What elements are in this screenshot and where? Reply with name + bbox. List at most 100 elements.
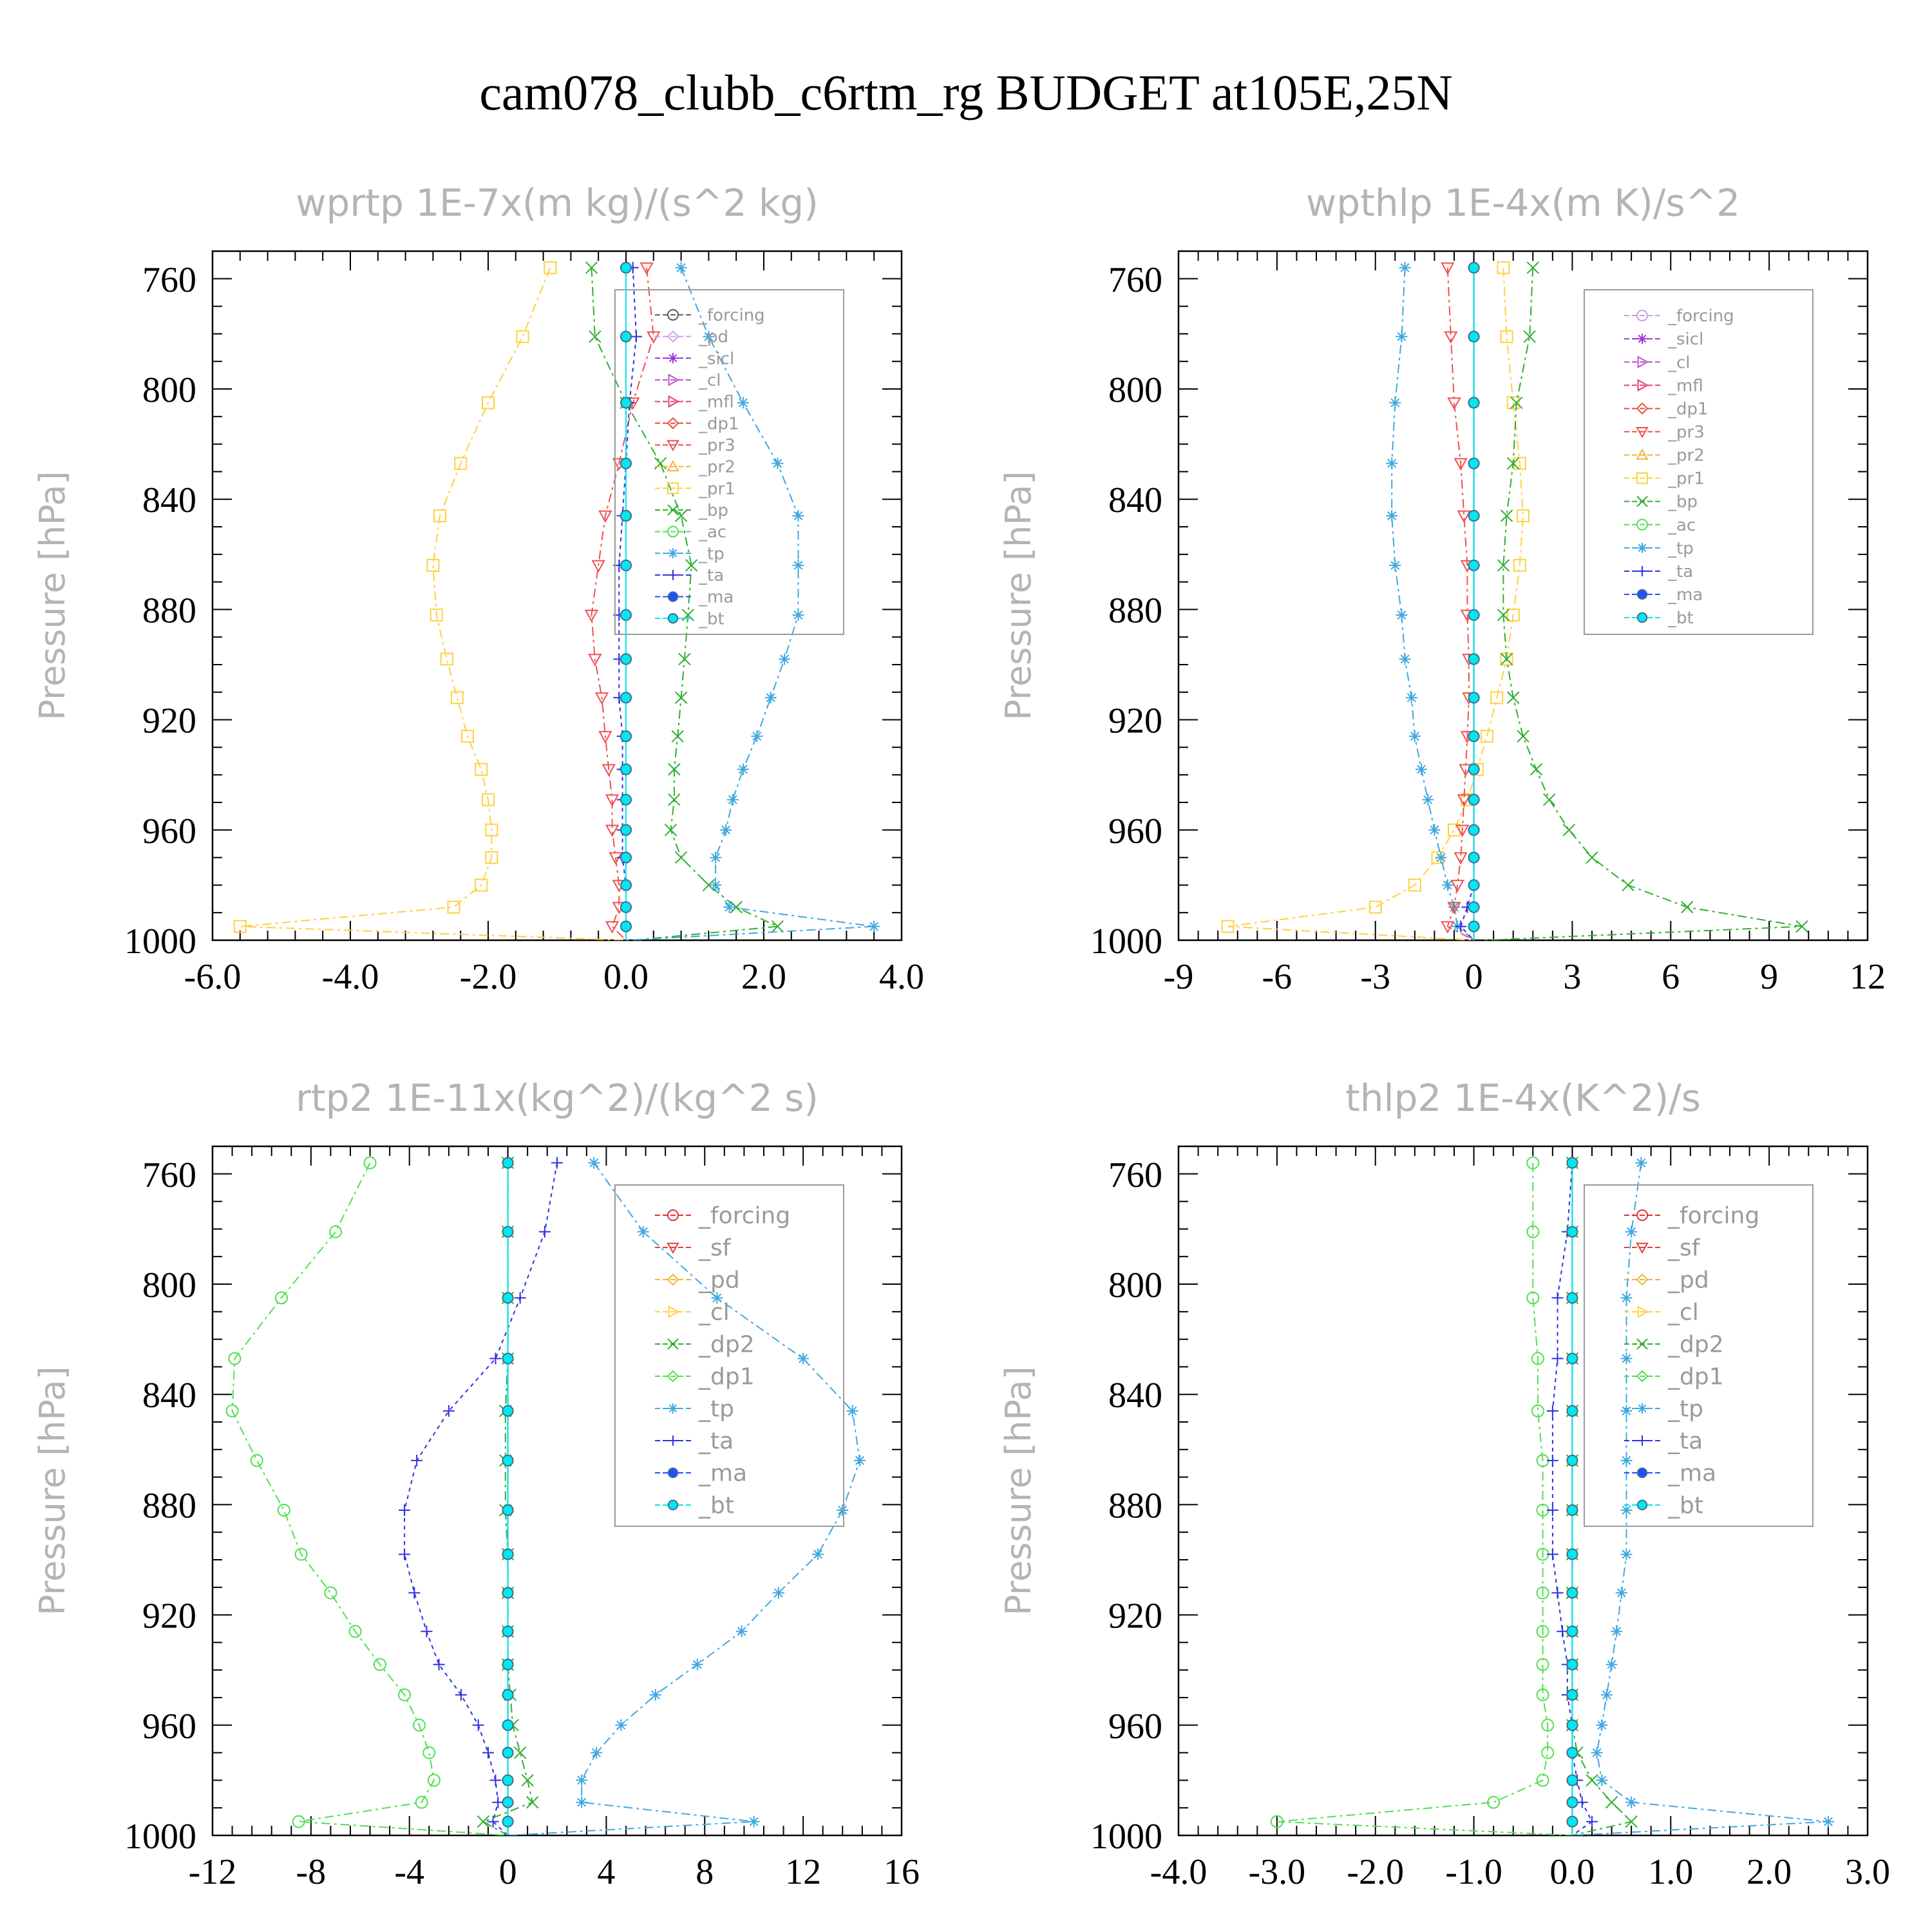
- y-tick-label: 760: [142, 1155, 196, 1195]
- data-point-bp: [668, 793, 681, 806]
- y-tick-label: 1000: [124, 1817, 196, 1857]
- x-tick-label: 3.0: [1845, 1852, 1890, 1892]
- legend-marker: [1637, 1435, 1647, 1446]
- legend-label: _cl: [1667, 353, 1690, 372]
- legend-label: _ac: [698, 523, 726, 542]
- data-point-bp: [1795, 920, 1808, 933]
- data-point-tp: [588, 1157, 600, 1169]
- legend-label: _pr3: [1667, 422, 1705, 442]
- legend-marker: [1636, 495, 1648, 507]
- data-point-bp: [671, 730, 684, 743]
- data-point-tp: [1620, 1405, 1633, 1417]
- data-point-tp: [1428, 824, 1441, 836]
- data-point-tp: [1386, 509, 1398, 522]
- data-point-tp: [1396, 330, 1408, 343]
- y-tick-label: 960: [142, 1707, 196, 1747]
- data-point-dp2: [526, 1795, 539, 1809]
- legend-label: _sf: [1667, 1235, 1701, 1262]
- data-point-bp: [1586, 851, 1598, 864]
- data-point-bt: [1566, 1747, 1578, 1759]
- data-point-bt: [1566, 1226, 1578, 1238]
- data-point-bt: [502, 1548, 514, 1560]
- legend-marker: [1636, 518, 1648, 531]
- data-point-bt: [620, 330, 632, 343]
- legend-label: _ta: [698, 566, 724, 585]
- data-point-bp: [674, 851, 688, 864]
- legend-label: _dp2: [1667, 1332, 1724, 1358]
- data-point-ta: [1546, 1548, 1558, 1560]
- data-point-tp: [1405, 692, 1417, 704]
- x-tick-label: 0: [1465, 957, 1483, 997]
- y-tick-label: 840: [1108, 1376, 1162, 1416]
- plot-frame: [211, 250, 903, 942]
- data-point-bp: [1507, 457, 1520, 470]
- data-point-bp: [1500, 652, 1513, 666]
- legend-label: _pr2: [698, 458, 735, 477]
- legend-label: _forcing: [1667, 307, 1734, 326]
- data-point-bp: [1497, 559, 1510, 572]
- legend-marker: [668, 353, 678, 364]
- data-point-tp: [1822, 1815, 1834, 1828]
- data-point-tp: [1441, 879, 1454, 891]
- data-point-bt: [620, 730, 632, 743]
- data-point-tp: [649, 1689, 661, 1701]
- data-point-ta: [492, 1796, 504, 1808]
- x-tick-label: -6.0: [184, 957, 242, 997]
- data-point-pr3: [605, 921, 620, 934]
- y-tick-label: 920: [1108, 701, 1162, 741]
- data-point-tp: [1635, 1157, 1647, 1169]
- legend-label: _bt: [1667, 1493, 1703, 1519]
- series-line-bp: [1483, 267, 1803, 940]
- data-point-tp: [1408, 730, 1421, 743]
- y-tick-label: 840: [142, 1376, 196, 1416]
- data-point-bp: [1681, 900, 1694, 914]
- data-point-bt: [502, 1157, 514, 1169]
- data-point-bt: [502, 1504, 514, 1517]
- legend-marker: [667, 612, 679, 624]
- data-point-pr1: [1221, 920, 1235, 933]
- data-point-tp: [812, 1548, 824, 1560]
- legend-marker: [1636, 589, 1648, 600]
- data-point-bp: [771, 920, 784, 933]
- legend-marker: [1636, 1499, 1648, 1511]
- data-point-pr3: [605, 824, 620, 837]
- data-point-bt: [1566, 1454, 1578, 1467]
- data-point-bt: [1566, 1658, 1578, 1671]
- data-point-pr1: [1368, 900, 1382, 914]
- x-tick-label: 2.0: [1747, 1852, 1792, 1892]
- data-point-pr3: [639, 262, 654, 275]
- data-point-tp: [591, 1747, 603, 1759]
- data-point-pr3: [1447, 902, 1461, 914]
- x-tick-label: -2.0: [460, 957, 517, 997]
- legend-marker: [668, 548, 678, 559]
- data-point-bp: [664, 824, 677, 837]
- legend-marker: [668, 374, 680, 386]
- data-point-dp1: [1541, 1746, 1555, 1759]
- data-point-bt: [620, 692, 632, 704]
- data-point-bt: [1468, 397, 1480, 409]
- x-tick-label: 3: [1563, 957, 1581, 997]
- legend-label: _cl: [1667, 1300, 1699, 1326]
- x-tick-label: 0: [499, 1852, 517, 1892]
- legend-label: _pd: [698, 328, 728, 347]
- legend-label: _forcing: [698, 306, 765, 325]
- data-point-ta: [630, 330, 643, 343]
- y-tick-label: 840: [142, 480, 196, 520]
- data-point-dp1: [1531, 1404, 1544, 1417]
- data-point-pr3: [588, 654, 602, 667]
- y-tick-label: 920: [142, 1596, 196, 1636]
- data-point-pr3: [1457, 794, 1471, 807]
- data-point-tp: [797, 1352, 810, 1365]
- data-point-bt: [1566, 1157, 1578, 1169]
- legend-label: _ac: [1667, 516, 1696, 535]
- data-point-ta: [1546, 1504, 1558, 1516]
- data-point-tp: [1416, 763, 1428, 775]
- data-point-bt: [620, 397, 632, 409]
- data-point-pr1: [1517, 509, 1530, 522]
- y-tick-label: 1000: [1090, 922, 1162, 961]
- y-tick-label: 960: [1108, 811, 1162, 851]
- data-point-tp: [792, 509, 804, 522]
- series-line-ta: [1551, 1162, 1593, 1835]
- legend-marker: [667, 330, 679, 343]
- legend-marker: [667, 1499, 679, 1511]
